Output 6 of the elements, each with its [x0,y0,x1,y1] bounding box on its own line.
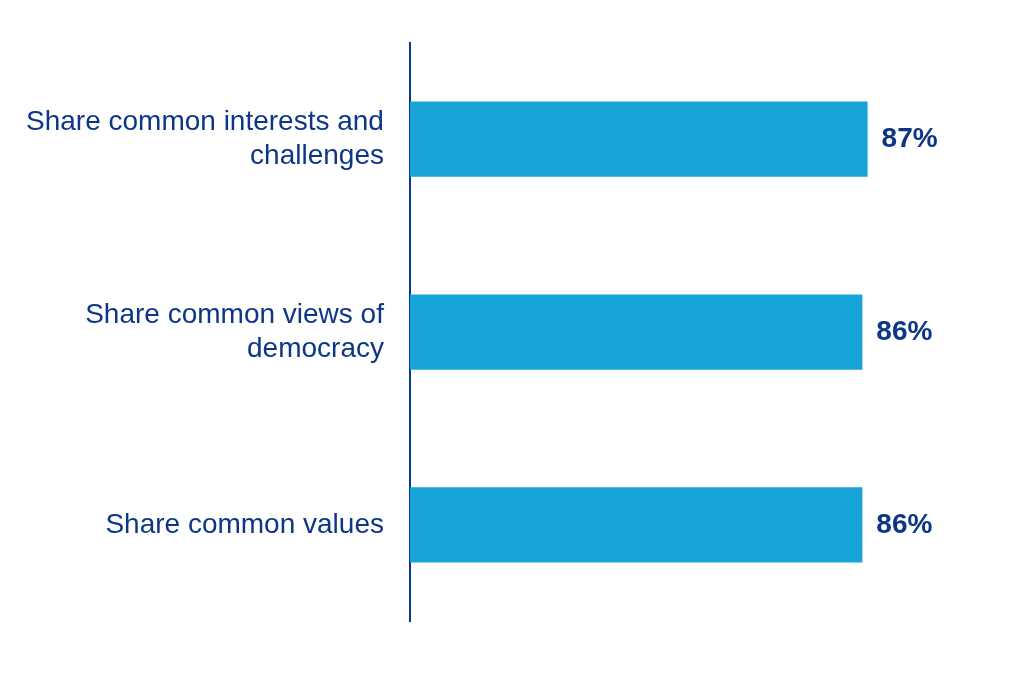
data-label: 86% [876,314,933,346]
data-label: 86% [876,507,933,539]
y-tick-label: Share common views of democracy [85,298,385,363]
y-tick-label: Share common values [105,507,384,539]
data-label: 87% [881,121,938,153]
y-tick-label: Share common interests and challenges [25,105,384,170]
